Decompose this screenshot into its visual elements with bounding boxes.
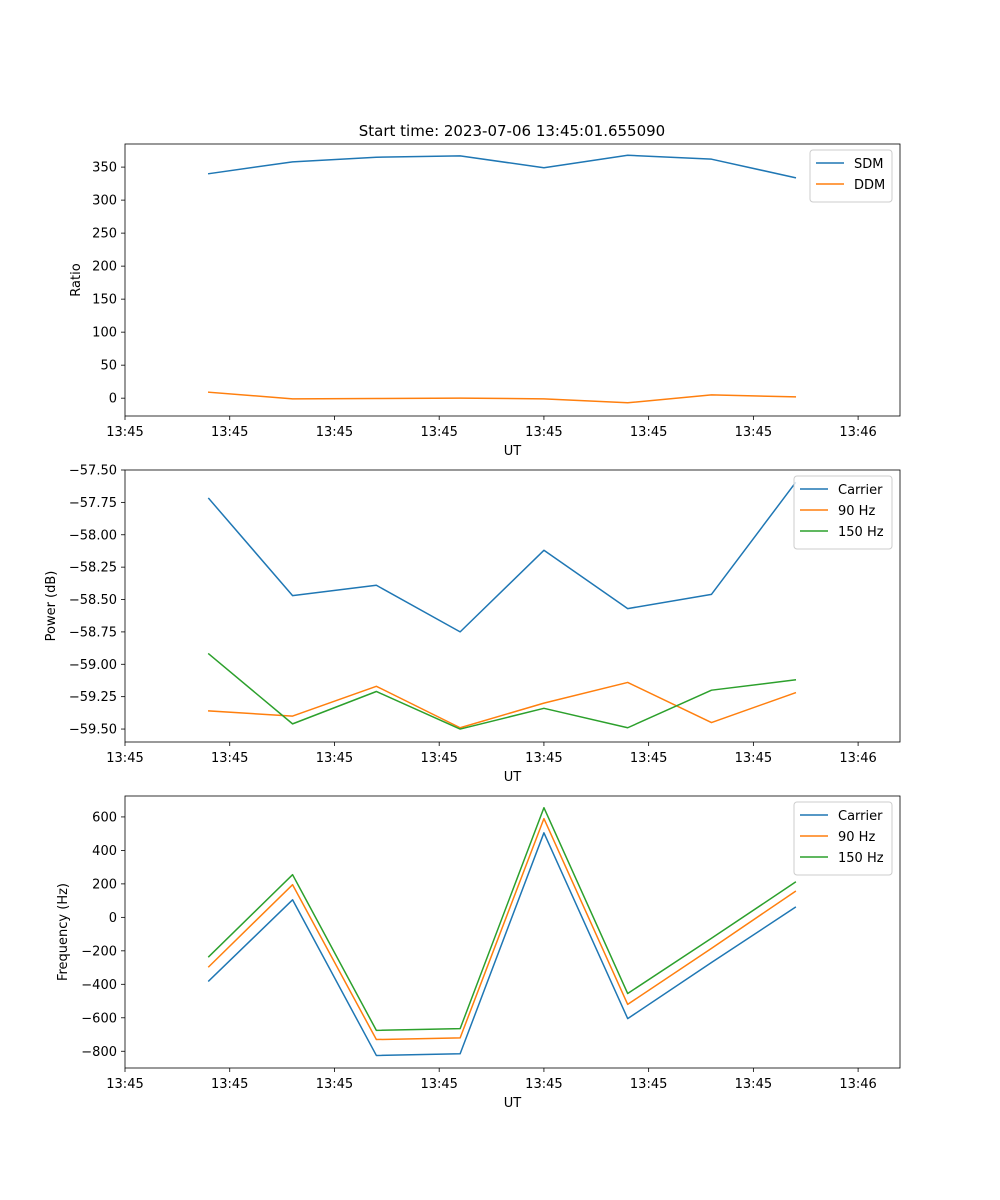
power-y-axis-label: Power (dB) (44, 571, 59, 642)
ratio-x-tick-label: 13:45 (735, 425, 772, 440)
ratio-x-tick-label: 13:45 (211, 425, 248, 440)
power-series-90-hz (207, 681, 797, 729)
ratio-legend-label-sdm: SDM (854, 157, 883, 172)
figure-title: Start time: 2023-07-06 13:45:01.655090 (359, 122, 665, 140)
frequency-series-carrier (207, 832, 797, 1057)
power-series-150-hz (207, 652, 797, 730)
power-y-tick-label: −57.50 (69, 464, 117, 479)
frequency-x-tick-label: 13:45 (525, 1077, 562, 1092)
frequency-legend-label-150-hz: 150 Hz (838, 851, 884, 866)
power-legend-label-90-hz: 90 Hz (838, 504, 875, 519)
ratio-y-tick-label: 350 (92, 161, 117, 176)
ratio-y-axis-label: Ratio (69, 263, 84, 296)
power-legend-label-carrier: Carrier (838, 483, 883, 498)
ratio-y-tick-label: 300 (92, 194, 117, 209)
frequency-x-tick-label: 13:45 (106, 1077, 143, 1092)
ratio-x-tick-label: 13:45 (525, 425, 562, 440)
ratio-x-tick-label: 13:45 (106, 425, 143, 440)
power-y-tick-label: −58.50 (69, 593, 117, 608)
frequency-series-150-hz (207, 806, 797, 1032)
power-x-tick-label: 13:45 (316, 751, 353, 766)
ratio-y-tick-label: 150 (92, 293, 117, 308)
frequency-x-tick-label: 13:45 (420, 1077, 457, 1092)
ratio-y-tick-label: 250 (92, 227, 117, 242)
power-legend-label-150-hz: 150 Hz (838, 525, 884, 540)
frequency-x-tick-label: 13:46 (839, 1077, 876, 1092)
power-y-tick-label: −59.00 (69, 658, 117, 673)
frequency-y-axis-label: Frequency (Hz) (56, 883, 71, 981)
power-x-tick-label: 13:45 (106, 751, 143, 766)
ratio-x-tick-label: 13:46 (839, 425, 876, 440)
frequency-panel: 13:45 13:45 13:45 13:45 13:45 13:45 13:45 13:46… (56, 795, 901, 1111)
frequency-x-tick-label: 13:45 (735, 1077, 772, 1092)
frequency-x-tick-label: 13:45 (211, 1077, 248, 1092)
frequency-axes-frame (124, 795, 901, 1069)
ratio-legend-label-ddm: DDM (854, 178, 885, 193)
ratio-series-ddm (207, 391, 797, 404)
ratio-panel: 13:45 13:45 13:45 13:45 13:45 13:45 13:45 13:46… (69, 143, 901, 459)
frequency-y-tick-label: −800 (81, 1045, 117, 1060)
ratio-x-tick-label: 13:45 (316, 425, 353, 440)
ratio-x-axis-label: UT (504, 444, 522, 459)
frequency-series-90-hz (207, 817, 797, 1041)
frequency-y-tick-label: −400 (81, 978, 117, 993)
frequency-y-tick-label: 400 (92, 844, 117, 859)
frequency-legend-label-carrier: Carrier (838, 809, 883, 824)
power-x-tick-label: 13:45 (211, 751, 248, 766)
frequency-x-axis-label: UT (504, 1096, 522, 1111)
ratio-x-tick-label: 13:45 (420, 425, 457, 440)
ratio-y-tick-label: 0 (109, 392, 117, 407)
ratio-y-tick-label: 50 (100, 359, 117, 374)
power-x-tick-label: 13:45 (735, 751, 772, 766)
power-y-tick-label: −58.75 (69, 625, 117, 640)
power-y-tick-label: −59.50 (69, 723, 117, 738)
power-x-tick-label: 13:45 (630, 751, 667, 766)
power-x-axis-label: UT (504, 770, 522, 785)
frequency-y-tick-label: 600 (92, 810, 117, 825)
power-y-tick-label: −58.25 (69, 561, 117, 576)
power-x-tick-label: 13:45 (420, 751, 457, 766)
frequency-y-tick-label: −200 (81, 944, 117, 959)
power-y-tick-label: −59.25 (69, 690, 117, 705)
power-panel: 13:45 13:45 13:45 13:45 13:45 13:45 13:45 13:46… (44, 464, 901, 785)
frequency-x-tick-label: 13:45 (316, 1077, 353, 1092)
frequency-x-tick-label: 13:45 (630, 1077, 667, 1092)
ratio-x-tick-label: 13:45 (630, 425, 667, 440)
power-x-tick-label: 13:46 (839, 751, 876, 766)
ratio-y-tick-label: 200 (92, 260, 117, 275)
frequency-y-tick-label: 0 (109, 911, 117, 926)
power-y-tick-label: −58.00 (69, 528, 117, 543)
frequency-y-tick-label: −600 (81, 1011, 117, 1026)
power-legend: Carrier 90 Hz 150 Hz (793, 475, 893, 550)
power-axes-frame (124, 469, 901, 743)
frequency-legend: Carrier 90 Hz 150 Hz (793, 801, 893, 876)
ratio-y-tick-label: 100 (92, 326, 117, 341)
power-x-tick-label: 13:45 (525, 751, 562, 766)
ratio-axes-frame (124, 143, 901, 417)
ratio-legend: SDM DDM (809, 149, 893, 203)
frequency-legend-label-90-hz: 90 Hz (838, 830, 875, 845)
frequency-y-tick-label: 200 (92, 877, 117, 892)
power-y-tick-label: −57.75 (69, 496, 117, 511)
ratio-series-sdm (207, 154, 797, 179)
power-series-carrier (207, 481, 797, 633)
